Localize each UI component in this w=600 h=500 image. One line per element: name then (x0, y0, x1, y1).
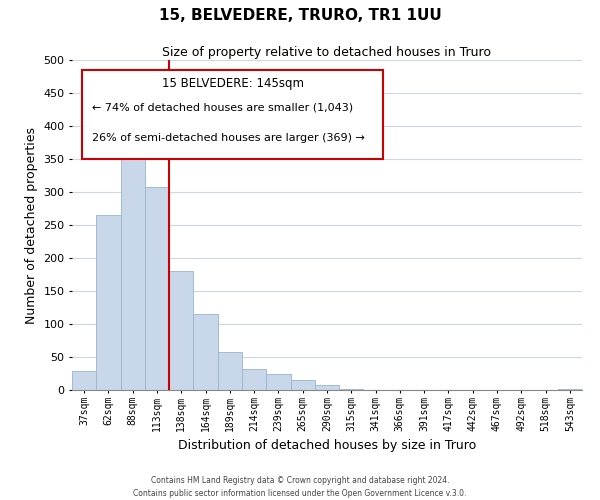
Text: Contains HM Land Registry data © Crown copyright and database right 2024.
Contai: Contains HM Land Registry data © Crown c… (133, 476, 467, 498)
Bar (290, 380, 315, 390)
Bar (96, 215, 121, 390)
Bar (193, 314, 218, 390)
Bar (315, 386, 339, 390)
Bar (169, 271, 193, 390)
Bar (266, 374, 290, 390)
Text: 15, BELVEDERE, TRURO, TR1 1UU: 15, BELVEDERE, TRURO, TR1 1UU (158, 8, 442, 22)
X-axis label: Distribution of detached houses by size in Truro: Distribution of detached houses by size … (178, 439, 476, 452)
FancyBboxPatch shape (82, 70, 383, 159)
Bar (145, 186, 169, 390)
Y-axis label: Number of detached properties: Number of detached properties (25, 126, 38, 324)
Bar (121, 132, 145, 390)
Text: 15 BELVEDERE: 145sqm: 15 BELVEDERE: 145sqm (161, 76, 304, 90)
Text: ← 74% of detached houses are smaller (1,043): ← 74% of detached houses are smaller (1,… (92, 103, 353, 113)
Bar (72, 371, 96, 390)
Bar (218, 352, 242, 390)
Bar (242, 369, 266, 390)
Bar (558, 388, 582, 390)
Title: Size of property relative to detached houses in Truro: Size of property relative to detached ho… (163, 46, 491, 59)
Text: 26% of semi-detached houses are larger (369) →: 26% of semi-detached houses are larger (… (92, 132, 365, 142)
